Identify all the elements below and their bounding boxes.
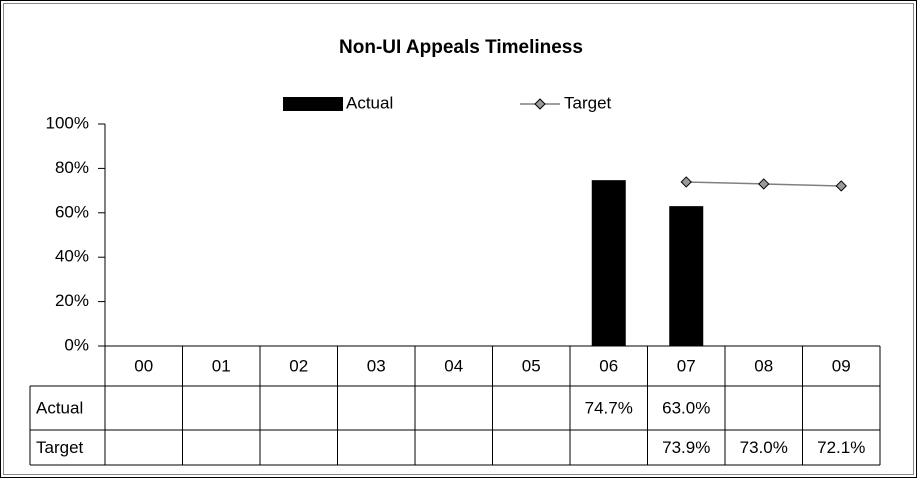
y-tick-label: 0% <box>64 335 89 354</box>
x-tick-label: 00 <box>134 356 153 375</box>
bar <box>669 206 704 346</box>
x-tick-label: 07 <box>677 356 696 375</box>
legend-swatch <box>283 97 343 111</box>
x-tick-label: 05 <box>522 356 541 375</box>
legend-label: Target <box>564 93 612 112</box>
table-cell: 74.7% <box>585 398 633 417</box>
legend-marker <box>534 98 546 110</box>
x-tick-label: 08 <box>754 356 773 375</box>
x-tick-label: 04 <box>444 356 463 375</box>
chart-area <box>3 3 914 475</box>
target-marker <box>758 178 770 190</box>
bar <box>591 180 626 346</box>
y-tick-label: 40% <box>55 247 89 266</box>
y-tick-label: 100% <box>46 113 89 132</box>
y-tick-label: 80% <box>55 158 89 177</box>
y-tick-label: 20% <box>55 291 89 310</box>
x-tick-label: 03 <box>367 356 386 375</box>
table-row-label: Target <box>36 438 84 457</box>
x-tick-label: 01 <box>212 356 231 375</box>
x-tick-label: 06 <box>599 356 618 375</box>
x-tick-label: 09 <box>832 356 851 375</box>
x-tick-label: 02 <box>289 356 308 375</box>
y-tick-label: 60% <box>55 202 89 221</box>
legend-label: Actual <box>346 93 393 112</box>
chart-title: Non-UI Appeals Timeliness <box>339 37 583 58</box>
target-marker <box>835 180 847 192</box>
table-cell: 72.1% <box>817 438 865 457</box>
table-row-label: Actual <box>36 398 83 417</box>
table-cell: 73.9% <box>662 438 710 457</box>
table-cell: 73.0% <box>740 438 788 457</box>
table-cell: 63.0% <box>662 398 710 417</box>
target-marker <box>680 176 692 188</box>
